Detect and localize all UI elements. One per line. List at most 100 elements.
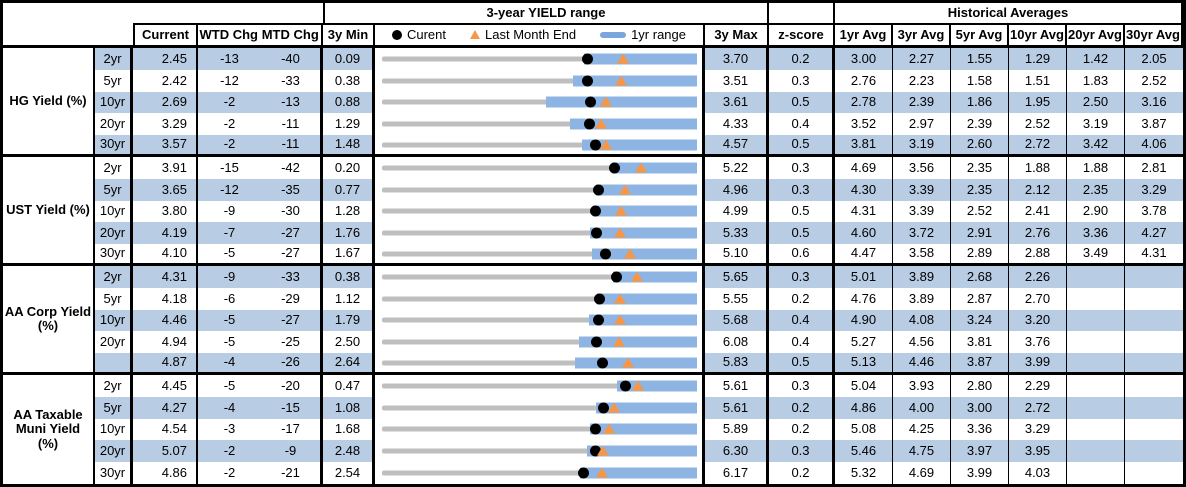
range-3y-track [382,296,697,302]
current-marker [593,184,604,196]
col-header-current: Current [133,23,198,48]
last-month-marker [595,467,608,478]
cell-avg-2: 4.46 [893,353,951,375]
cell-avg-3: 2.91 [951,222,1009,245]
range-track-area [382,310,697,332]
cell-current: 3.57 [133,135,198,157]
cell-avg-2: 3.58 [893,244,951,266]
cell-avg-1: 4.60 [835,222,893,245]
range-1yr-bar [586,445,697,457]
cell-avg-4: 2.76 [1009,222,1067,245]
last-month-marker [615,206,628,217]
cell-avg-2: 2.23 [893,69,951,92]
range-chart [375,440,705,463]
cell-3y-min: 1.28 [323,200,375,223]
cell-z-score: 0.2 [769,418,835,441]
cell-avg-5 [1067,353,1125,375]
last-month-marker [599,97,612,108]
cell-current: 4.31 [133,265,198,288]
cell-avg-4: 1.51 [1009,69,1067,92]
cell-3y-min: 1.08 [323,396,375,419]
legend-1yr-range: 1yr range [600,27,686,42]
current-marker [620,380,632,392]
range-3y-track [382,121,697,127]
cell-z-score: 0.3 [769,69,835,92]
range-3y-track [382,426,697,432]
cell-mtd-chg: -33 [261,69,323,92]
range-1yr-bar [592,205,697,217]
cell-avg-6: 3.78 [1141,203,1167,219]
range-1yr-bar [596,402,697,414]
cell-current: 3.65 [133,178,198,201]
cell-z-score: 0.5 [769,200,835,223]
cell-avg-3: 2.80 [951,374,1009,397]
cell-wtd-chg: -9 [198,265,261,288]
current-marker [582,53,594,65]
col-header-3y-min: 3y Min [323,23,375,48]
cell-current: 4.87 [133,353,198,375]
range-chart [375,265,705,288]
cell-avg-2: 2.97 [893,113,951,136]
current-marker [577,467,589,479]
cell-z-score: 0.6 [769,244,835,266]
range-chart [375,200,705,223]
cell-avg-5: 2.90 [1067,200,1125,223]
cell-wtd-chg: -5 [198,244,261,266]
cell-mtd-chg: -35 [261,178,323,201]
range-3y-track [382,165,697,171]
last-month-marker [618,184,631,195]
cell-tenor: 5yr [95,178,133,201]
cell-avg-4: 1.29 [1009,48,1067,70]
legend-last-month-label: Last Month End [485,26,577,42]
cell-wtd-chg: -13 [198,48,261,70]
last-month-marker [635,162,648,173]
last-month-marker [632,380,645,391]
cell-tenor: 20yr [95,113,133,136]
cell-avg-3: 2.52 [951,200,1009,223]
cell-mtd-chg: -27 [261,244,323,266]
cell-avg-2: 4.00 [893,396,951,419]
range-track-area [382,70,697,92]
cell-3y-max: 5.10 [705,244,769,266]
range-chart [375,353,705,375]
cell-tenor: 5yr [95,396,133,419]
cell-avg-1: 2.78 [835,91,893,114]
cell-avg-2: 3.93 [893,374,951,397]
col-header-wtd-chg: WTD Chg [199,26,258,42]
range-1yr-bar [569,118,697,130]
cell-wtd-chg: -5 [223,334,236,350]
cell-tenor: 30yr [95,462,133,484]
cell-avg-1: 4.31 [835,200,893,223]
current-marker [590,205,602,217]
cell-avg-3: 3.00 [951,396,1009,419]
cell-z-score: 0.5 [769,353,835,375]
cell-3y-max: 5.33 [705,222,769,245]
cell-avg-6 [1125,309,1183,332]
col-header-20yr-avg: 20yr Avg [1067,23,1125,48]
cell-3y-min: 0.38 [323,265,375,288]
cell-avg-4: 2.26 [1009,265,1067,288]
cell-avg-4: 3.20 [1009,309,1067,332]
cell-avg-3: 3.81 [951,331,1009,354]
section-label: AA Corp Yield (%) [3,265,95,375]
current-marker [583,118,595,130]
cell-3y-max: 5.61 [705,374,769,397]
cell-wtd-chg: -5 [198,309,261,332]
col-header-wtd-mtd: WTD Chg MTD Chg [198,23,323,48]
range-track-area [382,222,697,244]
cell-avg-2: 4.56 [893,331,951,354]
cell-current: 2.42 [133,69,198,92]
cell-z-score: 0.5 [769,91,835,114]
cell-3y-max: 3.51 [705,69,769,92]
cell-avg-6: 2.81 [1141,159,1167,175]
cell-avg-2: 3.39 [893,178,951,201]
cell-avg-3: 2.87 [951,287,1009,310]
cell-current: 2.45 [133,48,198,70]
cell-avg-2: 4.25 [893,418,951,441]
cell-avg-6: 3.29 [1125,178,1183,201]
cell-current: 4.10 [133,244,198,266]
cell-tenor: 2yr [95,156,133,179]
cell-avg-3: 2.35 [951,156,1009,179]
range-track-area [382,397,697,419]
cell-wtd-chg: -15 [220,159,239,175]
